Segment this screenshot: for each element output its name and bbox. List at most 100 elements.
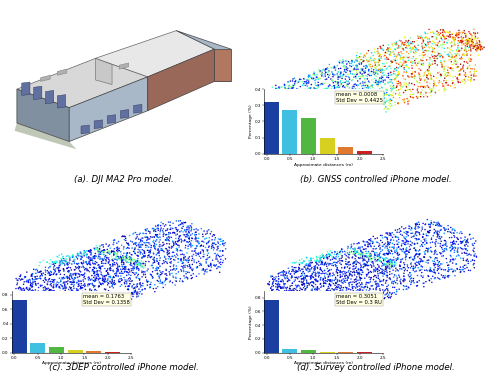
Point xyxy=(56,309,64,315)
Point xyxy=(430,256,438,262)
Point xyxy=(136,244,144,250)
Point xyxy=(80,275,88,281)
Point xyxy=(302,314,310,320)
Point xyxy=(393,238,401,244)
Point xyxy=(324,309,332,315)
Point xyxy=(179,229,187,235)
Point xyxy=(306,260,314,266)
Point xyxy=(309,255,317,261)
Point xyxy=(34,290,42,296)
Point xyxy=(402,43,410,49)
Point xyxy=(354,249,362,255)
Point xyxy=(410,225,418,231)
Point xyxy=(436,263,444,269)
Point xyxy=(55,252,63,258)
Point xyxy=(216,260,224,266)
Point xyxy=(132,290,140,296)
Point xyxy=(114,293,122,299)
Point xyxy=(423,72,431,78)
Point xyxy=(182,269,190,275)
Point xyxy=(308,105,316,111)
Point xyxy=(57,282,65,288)
Point xyxy=(474,43,482,49)
Point xyxy=(16,273,24,279)
Point xyxy=(289,267,297,273)
Point xyxy=(421,251,429,257)
Point xyxy=(338,297,345,303)
Point xyxy=(358,252,366,258)
Point xyxy=(308,88,316,94)
Point xyxy=(378,239,386,245)
Point xyxy=(428,76,436,82)
Point xyxy=(88,268,96,274)
Point xyxy=(437,267,445,273)
Point xyxy=(186,236,194,242)
Point xyxy=(384,235,392,241)
Point xyxy=(338,60,346,66)
Point xyxy=(39,270,47,276)
Point xyxy=(16,289,24,295)
Point xyxy=(380,251,388,257)
Point xyxy=(416,77,424,83)
Point xyxy=(18,276,25,282)
Point xyxy=(391,248,399,254)
Point xyxy=(312,108,320,114)
Point xyxy=(342,58,350,64)
Point xyxy=(124,269,132,275)
Point xyxy=(384,247,392,253)
Point xyxy=(322,303,330,309)
Point xyxy=(419,54,427,60)
Point xyxy=(185,257,193,263)
Point xyxy=(363,57,371,63)
Point xyxy=(415,251,423,257)
Point xyxy=(382,268,390,274)
Point xyxy=(40,279,48,285)
Point xyxy=(326,287,334,293)
Point xyxy=(298,260,306,266)
Point xyxy=(346,280,354,286)
Point xyxy=(326,271,334,277)
Point xyxy=(110,274,118,280)
Point xyxy=(439,249,447,255)
Point xyxy=(364,284,372,290)
Point xyxy=(462,239,470,245)
Point xyxy=(152,238,160,244)
Point xyxy=(340,268,347,274)
Point xyxy=(310,310,318,317)
Point xyxy=(424,54,432,60)
Point xyxy=(63,265,71,271)
Point xyxy=(333,264,341,271)
Point xyxy=(400,54,408,60)
Point xyxy=(42,312,50,318)
Point xyxy=(174,227,182,233)
Point xyxy=(376,252,384,258)
Point xyxy=(348,254,356,260)
Point xyxy=(185,230,193,236)
Point xyxy=(135,266,143,272)
Point xyxy=(305,95,313,101)
Point xyxy=(118,266,126,272)
Point xyxy=(277,284,285,290)
Point xyxy=(424,260,432,266)
Point xyxy=(132,262,140,268)
Point xyxy=(292,264,300,271)
Point xyxy=(426,80,434,86)
Point xyxy=(112,266,120,272)
Point xyxy=(108,253,116,259)
Point xyxy=(357,101,365,107)
Point xyxy=(366,253,374,260)
Point xyxy=(130,249,138,255)
Point xyxy=(40,285,48,291)
Point xyxy=(404,248,412,254)
Point xyxy=(382,66,390,72)
Point xyxy=(450,247,458,253)
Point xyxy=(378,60,386,66)
Point xyxy=(311,122,319,128)
Point xyxy=(174,239,182,245)
Point xyxy=(310,319,318,325)
Point xyxy=(344,269,352,275)
Point xyxy=(380,92,388,98)
Point xyxy=(71,294,79,300)
Point xyxy=(286,310,294,316)
Point xyxy=(284,284,292,290)
